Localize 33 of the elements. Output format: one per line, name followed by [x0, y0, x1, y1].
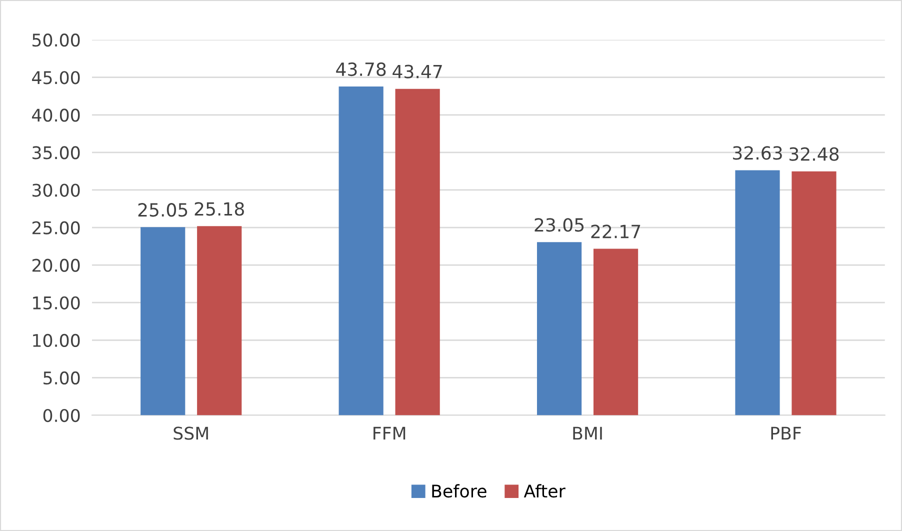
x-tick-label: BMI	[573, 426, 602, 440]
y-tick-label: 25.00	[32, 221, 80, 234]
bar	[140, 227, 186, 416]
y-tick-label: 45.00	[32, 71, 80, 84]
y-tick-label: 40.00	[32, 108, 80, 122]
bar	[792, 171, 836, 416]
data-label: 43.78	[336, 62, 386, 76]
x-tick-label: FFM	[374, 426, 406, 440]
legend-label: Before	[432, 484, 486, 498]
y-tick-label: 0.00	[43, 408, 80, 422]
data-label: 25.18	[194, 202, 244, 216]
bar	[735, 170, 780, 416]
bar	[197, 226, 242, 416]
y-tick-label: 15.00	[33, 296, 80, 310]
data-label: 32.48	[790, 147, 839, 161]
x-tick-label: PBF	[771, 426, 801, 440]
y-tick-label: 35.00	[32, 146, 80, 160]
data-label: 25.05	[138, 203, 188, 217]
legend-label: After	[524, 484, 566, 498]
data-label: 22.17	[591, 224, 640, 238]
y-tick-label: 5.00	[44, 371, 80, 385]
y-tick-label: 30.00	[32, 184, 80, 197]
x-tick-label: SSM	[174, 426, 208, 440]
y-tick-label: 20.00	[32, 258, 80, 272]
bar	[338, 86, 384, 416]
bar	[593, 248, 638, 416]
y-tick-label: 10.00	[33, 334, 80, 347]
bar	[395, 88, 440, 416]
data-label: 23.05	[534, 218, 584, 232]
y-tick-label: 50.00	[32, 34, 80, 47]
bar	[536, 242, 582, 416]
data-label: 43.47	[392, 64, 442, 78]
data-label: 32.63	[733, 146, 782, 160]
